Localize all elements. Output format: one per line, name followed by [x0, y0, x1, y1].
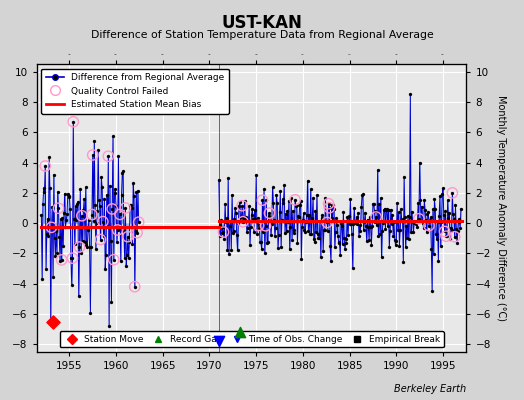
Text: Berkeley Earth: Berkeley Earth: [394, 384, 466, 394]
Point: [254, 222, 263, 229]
Point: [48, 318, 57, 325]
Point: [448, 190, 456, 196]
Point: [324, 200, 333, 207]
Point: [54, 205, 63, 212]
Point: [108, 206, 116, 212]
Point: [261, 222, 270, 229]
Point: [425, 222, 433, 229]
Point: [99, 218, 107, 225]
Point: [104, 153, 113, 160]
Point: [265, 210, 274, 216]
Point: [372, 214, 380, 220]
Point: [130, 284, 139, 290]
Point: [116, 211, 124, 218]
Legend: Station Move, Record Gap, Time of Obs. Change, Empirical Break: Station Move, Record Gap, Time of Obs. C…: [60, 331, 443, 348]
Point: [238, 202, 246, 209]
Point: [69, 118, 78, 125]
Text: UST-KAN: UST-KAN: [222, 14, 302, 32]
Point: [440, 228, 449, 235]
Point: [239, 218, 247, 225]
Point: [124, 234, 132, 240]
Point: [78, 212, 86, 219]
Point: [110, 256, 118, 263]
Point: [291, 197, 299, 203]
Point: [47, 224, 56, 230]
Point: [414, 216, 423, 222]
Point: [75, 244, 84, 250]
Point: [258, 197, 267, 203]
Point: [41, 163, 49, 169]
Point: [220, 229, 228, 235]
Point: [215, 338, 223, 344]
Point: [58, 257, 66, 263]
Point: [133, 230, 141, 236]
Point: [442, 233, 450, 240]
Point: [451, 234, 459, 240]
Point: [135, 219, 143, 225]
Point: [113, 227, 122, 233]
Point: [236, 329, 245, 336]
Y-axis label: Monthly Temperature Anomaly Difference (°C): Monthly Temperature Anomaly Difference (…: [496, 95, 506, 321]
Point: [121, 205, 129, 211]
Text: Difference of Station Temperature Data from Regional Average: Difference of Station Temperature Data f…: [91, 30, 433, 40]
Point: [88, 211, 96, 218]
Point: [96, 236, 105, 243]
Point: [323, 219, 331, 226]
Point: [89, 152, 97, 158]
Point: [325, 204, 334, 211]
Point: [68, 255, 77, 261]
